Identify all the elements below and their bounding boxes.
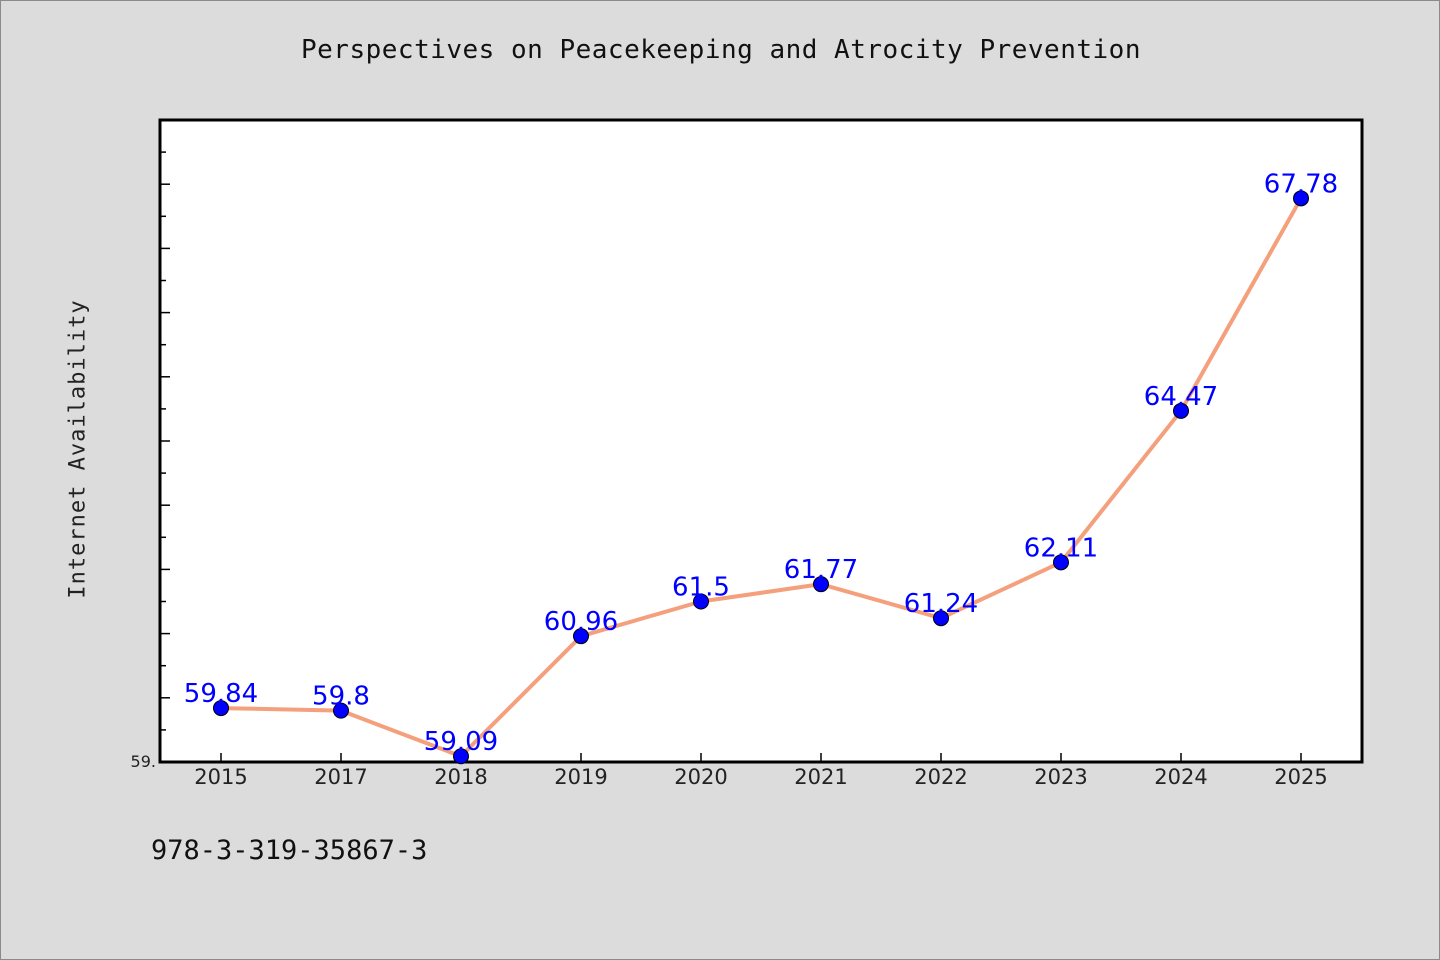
data-label: 59.8 bbox=[312, 682, 370, 712]
data-label: 60.96 bbox=[544, 607, 618, 637]
data-point bbox=[213, 700, 229, 717]
data-label: 61.5 bbox=[672, 573, 730, 603]
x-tick-label: 2015 bbox=[194, 765, 247, 789]
data-label: 59.09 bbox=[424, 727, 498, 757]
data-point bbox=[1053, 554, 1069, 571]
x-tick-label: 2024 bbox=[1154, 765, 1207, 789]
x-axis-ticks: 2015 2017 2018 2019 2020 2021 2022 2023 2024 2025 bbox=[194, 753, 1328, 789]
data-label: 64.47 bbox=[1144, 382, 1218, 412]
data-labels: 59.84 59.8 59.09 60.96 61.5 61.77 61.24 62.11 64… bbox=[184, 169, 1338, 757]
data-point bbox=[933, 610, 949, 627]
x-tick-label: 2020 bbox=[674, 765, 727, 789]
data-point bbox=[693, 593, 709, 610]
data-point bbox=[333, 702, 349, 719]
data-label: 62.11 bbox=[1024, 533, 1098, 563]
data-point bbox=[1293, 190, 1309, 207]
y-min-tick-label: 59. bbox=[131, 752, 156, 771]
data-point bbox=[453, 748, 469, 765]
chart-title: Perspectives on Peacekeeping and Atrocit… bbox=[301, 35, 1141, 65]
x-tick-label: 2021 bbox=[794, 765, 847, 789]
data-point bbox=[813, 576, 829, 593]
data-markers bbox=[213, 190, 1309, 765]
footer-code: 978-3-319-35867-3 bbox=[151, 835, 428, 866]
series-line bbox=[219, 196, 1303, 759]
x-tick-label: 2023 bbox=[1034, 765, 1087, 789]
data-point bbox=[1173, 402, 1189, 419]
x-tick-label: 2018 bbox=[434, 765, 487, 789]
y-axis-ticks bbox=[160, 151, 170, 731]
data-point bbox=[573, 628, 589, 645]
data-label: 61.77 bbox=[784, 555, 858, 585]
x-tick-label: 2017 bbox=[314, 765, 367, 789]
data-label: 61.24 bbox=[904, 589, 978, 619]
plot-area bbox=[158, 118, 1364, 764]
data-label: 59.84 bbox=[184, 679, 258, 709]
data-label: 67.78 bbox=[1264, 169, 1338, 199]
x-tick-label: 2019 bbox=[554, 765, 607, 789]
x-tick-label: 2022 bbox=[914, 765, 967, 789]
x-tick-label: 2025 bbox=[1274, 765, 1327, 789]
